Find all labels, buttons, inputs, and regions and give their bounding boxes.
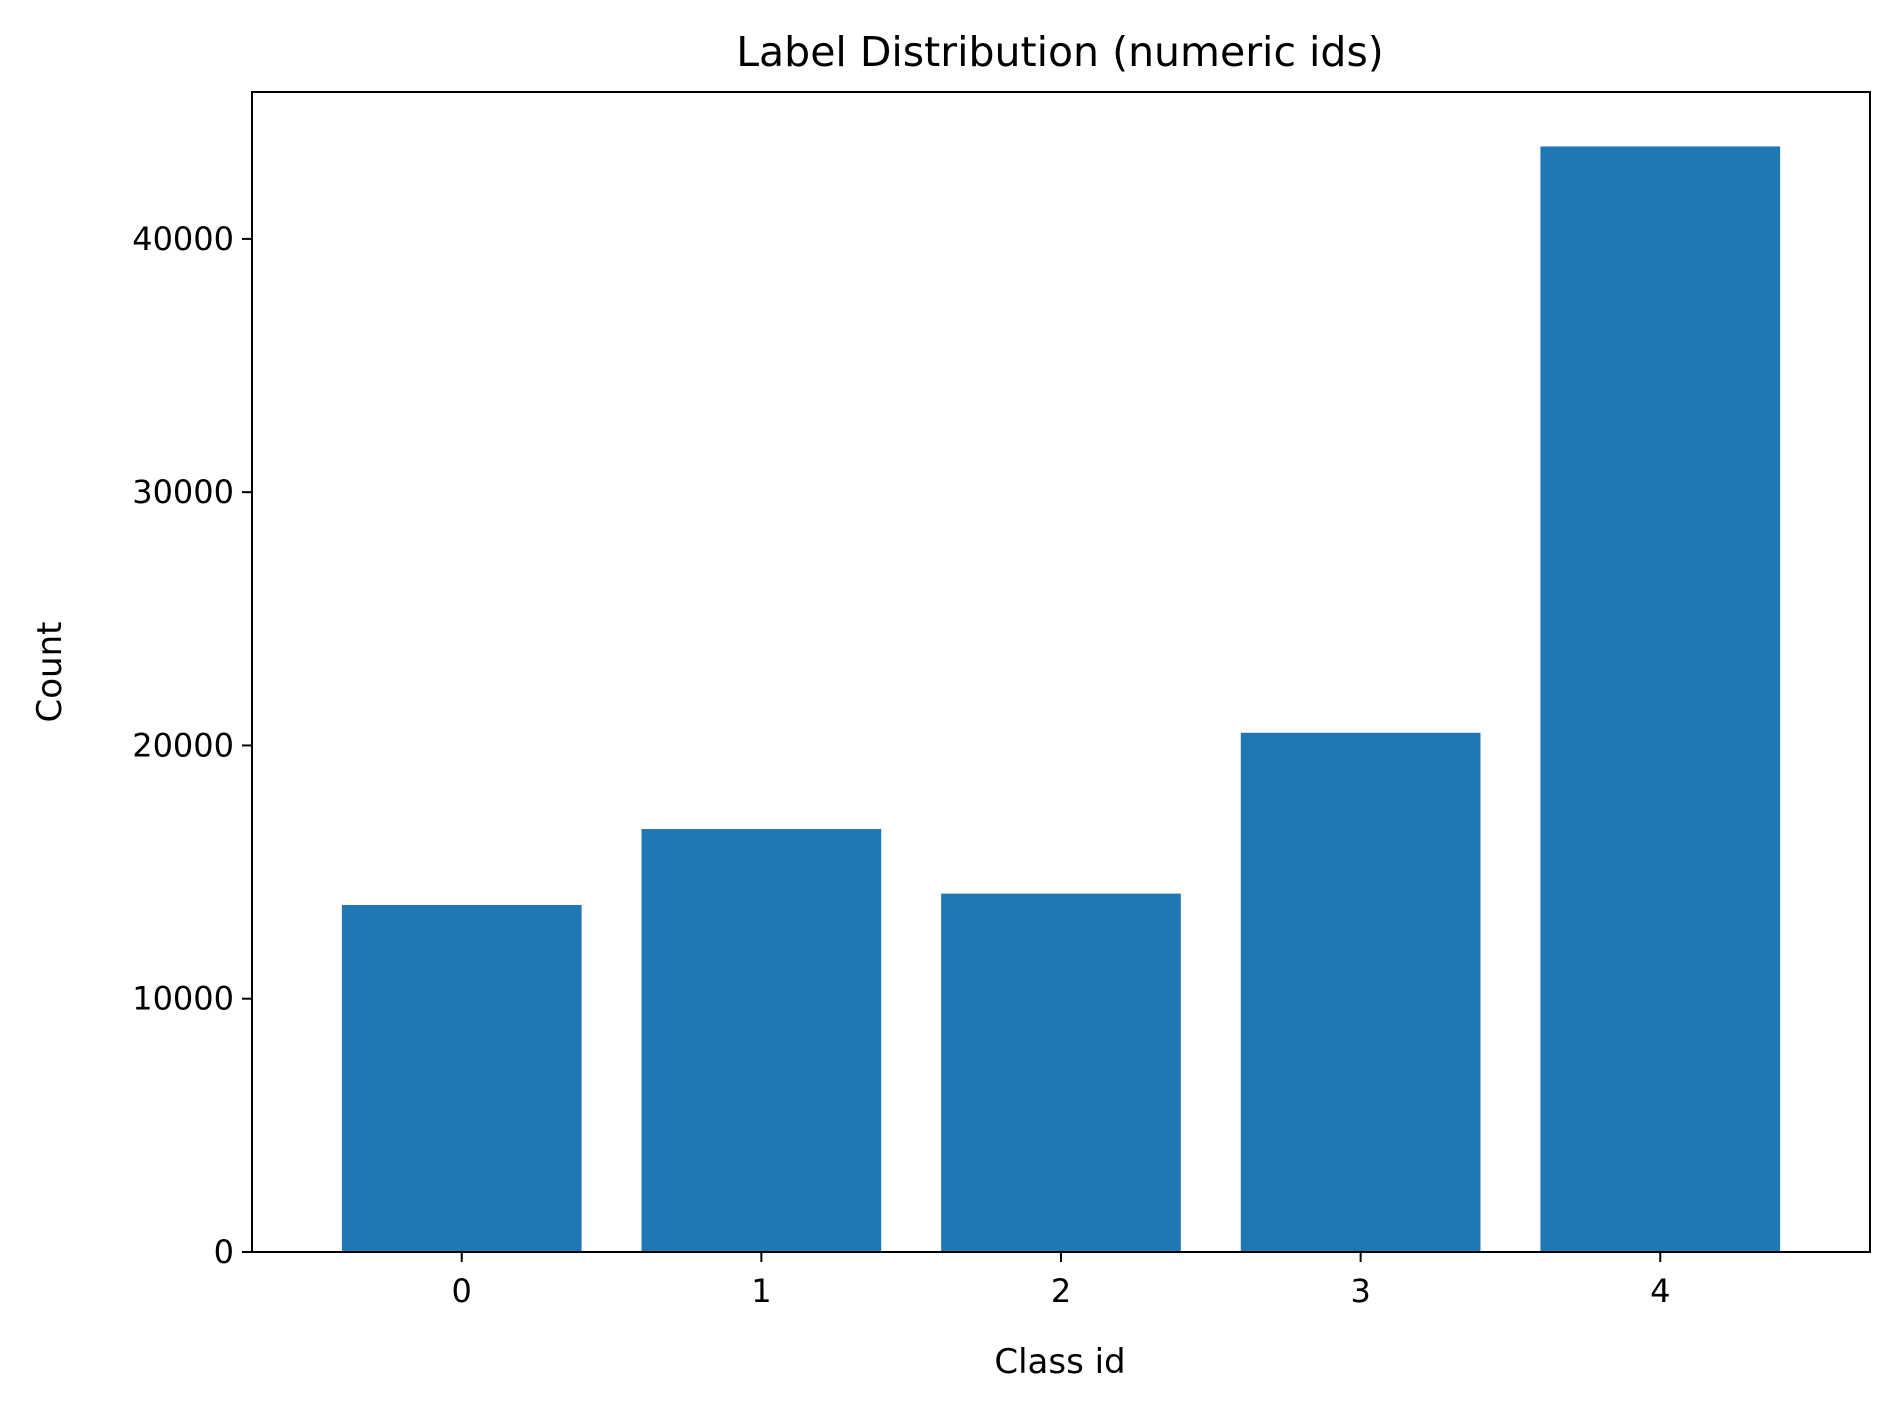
y-tick-label: 10000 <box>132 980 234 1018</box>
y-tick-label: 30000 <box>132 473 234 511</box>
bar-class-3 <box>1240 732 1481 1252</box>
bar-class-4 <box>1540 146 1781 1253</box>
bar-class-2 <box>941 893 1181 1252</box>
x-axis-label: Class id <box>994 1342 1125 1382</box>
chart-title: Label Distribution (numeric ids) <box>736 28 1384 76</box>
x-axis: 0 1 2 3 4 <box>452 1252 1670 1310</box>
x-tick-label: 4 <box>1650 1272 1670 1310</box>
y-axis: 0 10000 20000 30000 40000 <box>132 220 252 1271</box>
bar-class-0 <box>341 905 582 1252</box>
y-tick-label: 20000 <box>132 726 234 764</box>
y-tick-label: 0 <box>214 1233 234 1271</box>
x-tick-label: 1 <box>751 1272 771 1310</box>
bar-class-1 <box>641 829 882 1252</box>
y-tick-label: 40000 <box>132 220 234 258</box>
x-tick-label: 3 <box>1350 1272 1370 1310</box>
bars-layer <box>341 146 1781 1253</box>
x-tick-label: 0 <box>452 1272 472 1310</box>
plot-frame <box>251 91 1871 1253</box>
x-tick-label: 2 <box>1051 1272 1071 1310</box>
y-axis-label: Count <box>30 622 70 723</box>
